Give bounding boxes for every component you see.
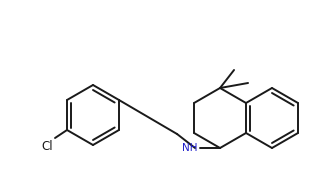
Text: Cl: Cl — [41, 140, 53, 153]
Text: NH: NH — [181, 143, 197, 153]
